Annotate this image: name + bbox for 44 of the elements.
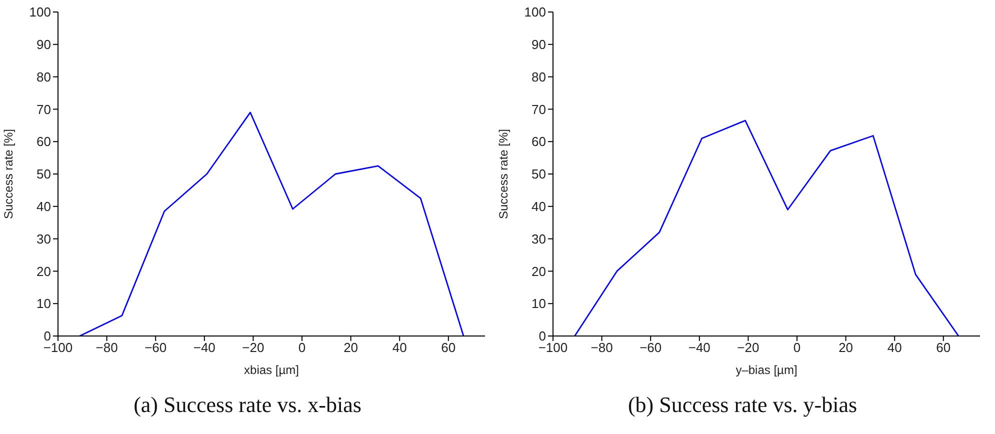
x-tick-label: 40	[887, 340, 902, 356]
text: (b) Success rate vs. y-bias	[626, 392, 858, 418]
y-tick-label: 60	[532, 134, 546, 150]
x-tick-label: −20	[737, 340, 760, 356]
x-axis-title: xbias [µm]	[244, 363, 299, 377]
x-tick-label: −40	[688, 340, 710, 356]
y-tick-label: 10	[532, 296, 546, 312]
y-tick-label: 50	[532, 166, 546, 182]
line-series	[574, 120, 960, 336]
y-tick-label: 30	[36, 231, 51, 246]
y-tick-label: 20	[532, 264, 546, 279]
y-tick-label: 100	[524, 4, 546, 20]
x-tick-label: 0	[793, 340, 801, 356]
y-tick-label: 70	[532, 102, 546, 117]
x-tick-label: 20	[838, 340, 854, 356]
x-tick-label: −60	[144, 340, 167, 356]
x-axis-title: y–bias [µm]	[736, 363, 798, 377]
y-tick-label: 90	[532, 37, 546, 52]
x-tick-label: −20	[242, 340, 264, 356]
y-tick-label: 10	[36, 296, 51, 312]
x-tick-label: 0	[298, 340, 306, 356]
y-tick-label: 90	[36, 37, 51, 52]
x-tick-label: 60	[936, 340, 951, 356]
y-tick-label: 40	[36, 199, 51, 214]
x-tick-label: 40	[392, 340, 407, 356]
line-series	[79, 112, 464, 336]
y-tick-label: 40	[532, 199, 546, 214]
y-axis-title: Success rate [%]	[1, 128, 16, 220]
y-tick-label: 70	[36, 102, 51, 117]
y-tick-label: 20	[36, 264, 51, 279]
x-tick-label: −80	[96, 340, 118, 356]
x-tick-label: −40	[193, 340, 216, 356]
y-tick-label: 80	[36, 69, 51, 84]
y-axis-title: Success rate [%]	[496, 128, 510, 220]
y-tick-label: 50	[36, 166, 51, 182]
x-tick-label: 60	[441, 340, 456, 356]
y-tick-label: 80	[532, 69, 546, 84]
text: (a) Success rate vs. x-bias	[132, 392, 362, 418]
x-tick-label: −60	[640, 340, 662, 356]
y-tick-label: 100	[29, 4, 51, 20]
y-tick-label: 60	[36, 134, 51, 150]
y-tick-label: 30	[532, 231, 546, 246]
x-tick-label: −80	[590, 340, 613, 356]
x-tick-label: 20	[344, 340, 358, 356]
